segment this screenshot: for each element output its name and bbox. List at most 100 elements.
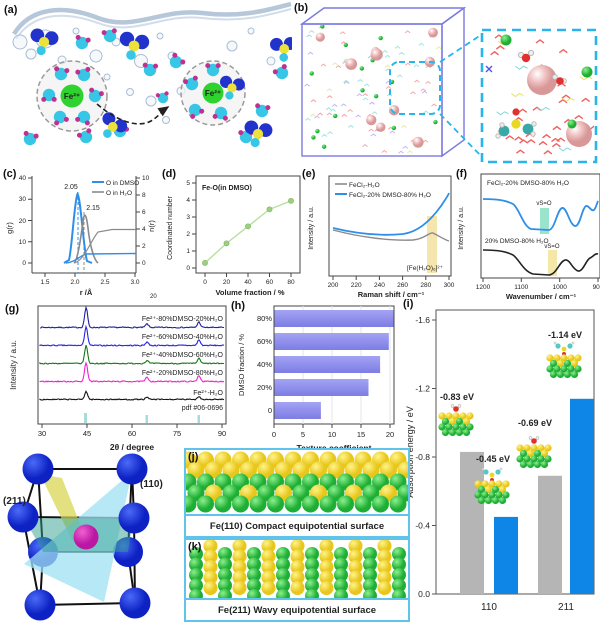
panel-h-label: (h) <box>231 300 246 312</box>
svg-text:40%: 40% <box>257 360 272 369</box>
svg-text:60: 60 <box>266 279 274 286</box>
panel-i-adsorption-bars: -1.6 -1.2 -0.8 -0.4 0.0 Adsorption energ… <box>405 309 595 613</box>
fe-ion-right <box>202 82 224 104</box>
svg-text:Fe²⁺-20%DMSO-80%H₂O: Fe²⁺-20%DMSO-80%H₂O <box>142 370 224 377</box>
c-peak1-label: 2.05 <box>64 184 78 191</box>
svg-text:80: 80 <box>287 279 295 286</box>
fe110-surface-box <box>179 448 415 518</box>
svg-text:30: 30 <box>19 196 27 203</box>
e-x-ticks: 200 220 240 260 280 300 <box>328 282 455 289</box>
svg-text:20: 20 <box>19 218 27 225</box>
svg-text:-0.45 eV: -0.45 eV <box>476 454 510 464</box>
panel-e-raman-plot: 200 220 240 260 280 300 Intensity / a.u. Ra… <box>308 175 455 299</box>
g-xlabel: 2θ / degree <box>110 442 155 452</box>
e-legend: FeCl₂-H₂O FeCl₂-20% DMSO-80% H₂O <box>335 182 431 199</box>
fe-corner-atom <box>118 502 150 534</box>
h-bar <box>274 310 394 327</box>
left-solvation-shell: Fe²⁺ <box>36 60 108 132</box>
g-ylabel: Intensity / a.u. <box>9 340 18 390</box>
f-band-bottom-label: νS=O <box>544 244 560 250</box>
panel-g-xrd-plot: 30 45 60 75 90 Intensity / a.u. 2θ / degre… <box>9 305 227 452</box>
svg-text:4: 4 <box>186 197 190 204</box>
i-inset-water-on-fe110 <box>437 404 475 437</box>
h-category-labels: 80% 60% 40% 20% 0 <box>257 314 272 415</box>
svg-text:1000: 1000 <box>552 284 567 291</box>
i-bar <box>460 451 484 594</box>
f-dmso-fecl2-curve <box>482 198 599 231</box>
e-annotation: [Fe(H₂O)₆]²⁺ <box>407 265 444 272</box>
svg-text:1.5: 1.5 <box>40 279 49 286</box>
panel-d-coordination-plot: 0 1 2 3 4 5 0 20 40 60 80 Fe-O(in DMSO) Coord… <box>167 175 301 297</box>
fe-corner-atom <box>7 501 39 533</box>
exchange-arrow <box>96 103 170 125</box>
svg-text:FeCl₂-H₂O: FeCl₂-H₂O <box>349 182 380 189</box>
svg-text:1: 1 <box>186 248 190 255</box>
i-ylabel: Adsorption energy / eV <box>405 406 415 498</box>
svg-text:0: 0 <box>272 430 276 439</box>
svg-text:15: 15 <box>357 430 365 439</box>
i-bar <box>538 475 562 594</box>
c-y-ticks: 0 10 20 30 40 <box>19 175 27 267</box>
svg-text:75: 75 <box>173 429 181 438</box>
d-xlabel: Volume fraction / % <box>215 288 284 297</box>
water-stick-model <box>517 49 535 63</box>
fe-corner-atom <box>22 453 54 485</box>
detail-atoms <box>485 34 593 147</box>
svg-text:0: 0 <box>186 265 190 272</box>
f-band-top-label: νS=O <box>536 201 552 207</box>
svg-text:5: 5 <box>301 430 305 439</box>
svg-text:60: 60 <box>128 429 136 438</box>
fe-corner-atom <box>119 587 151 619</box>
i-bar-value-labels: -0.83 eV -0.45 eV -0.69 eV -1.14 eV <box>440 330 582 464</box>
panel-c-label: (c) <box>3 168 17 180</box>
e-dmso-curve <box>332 192 450 236</box>
i-bar <box>570 398 594 594</box>
svg-text:900: 900 <box>593 284 600 291</box>
svg-text:260: 260 <box>397 282 408 289</box>
bcc-crystal-structure: (211) (110) <box>3 453 163 621</box>
f-xlabel: Wavenumber / cm⁻¹ <box>506 292 577 301</box>
f-dmso-water-curve <box>482 249 599 276</box>
f-curve-bottom-label: 20% DMSO-80% H₂O <box>485 238 549 245</box>
f-ylabel: Intensity / a.u. <box>458 206 465 250</box>
svg-text:45: 45 <box>83 429 91 438</box>
panel-e-label: (e) <box>302 168 316 180</box>
h-bar <box>274 379 369 396</box>
panel-k-label: (k) <box>188 541 202 553</box>
svg-text:220: 220 <box>351 282 362 289</box>
svg-text:10: 10 <box>328 430 336 439</box>
e-water-curve <box>332 229 450 242</box>
panel-j-label: (j) <box>188 451 199 463</box>
d-x-ticks: 0 20 40 60 80 <box>203 279 295 286</box>
svg-text:10: 10 <box>142 175 150 182</box>
h-frame <box>273 305 395 425</box>
svg-text:10: 10 <box>19 239 27 246</box>
panel-d-label: (d) <box>162 168 177 180</box>
i-inset-dmso-on-fe211 <box>545 341 583 379</box>
f-frame <box>480 173 600 279</box>
i-y-ticks: -1.6 -1.2 -0.8 -0.4 0.0 <box>415 315 430 599</box>
svg-text:-0.4: -0.4 <box>415 521 430 531</box>
fe110-caption: Fe(110) Compact equipotential surface <box>184 514 410 538</box>
fe211-surface-box <box>184 538 410 603</box>
e-frame <box>328 175 452 277</box>
h-x-ticks: 0 5 10 15 20 <box>272 430 394 439</box>
svg-text:Fe²⁺-40%DMSO-60%H₂O: Fe²⁺-40%DMSO-60%H₂O <box>142 352 224 359</box>
plane-211-label: (211) <box>3 496 26 507</box>
svg-text:0: 0 <box>268 406 272 415</box>
dmso-stick-model <box>495 108 537 139</box>
svg-text:2: 2 <box>186 231 190 238</box>
svg-text:300: 300 <box>444 282 455 289</box>
c-ylabel-right: n(r) <box>147 220 156 232</box>
svg-text:-1.2: -1.2 <box>415 384 430 394</box>
svg-text:30: 30 <box>38 429 46 438</box>
svg-text:8: 8 <box>142 192 146 199</box>
cl-sphere <box>500 34 512 46</box>
svg-text:-0.8: -0.8 <box>415 452 430 462</box>
h-ylabel: DMSO fraction / % <box>237 334 246 396</box>
e-xlabel: Raman shift / cm⁻¹ <box>358 290 425 299</box>
d-ylabel: Coordinated number <box>167 195 174 259</box>
svg-text:O in DMSO: O in DMSO <box>106 180 139 187</box>
zoom-connector-bottom <box>439 113 485 160</box>
